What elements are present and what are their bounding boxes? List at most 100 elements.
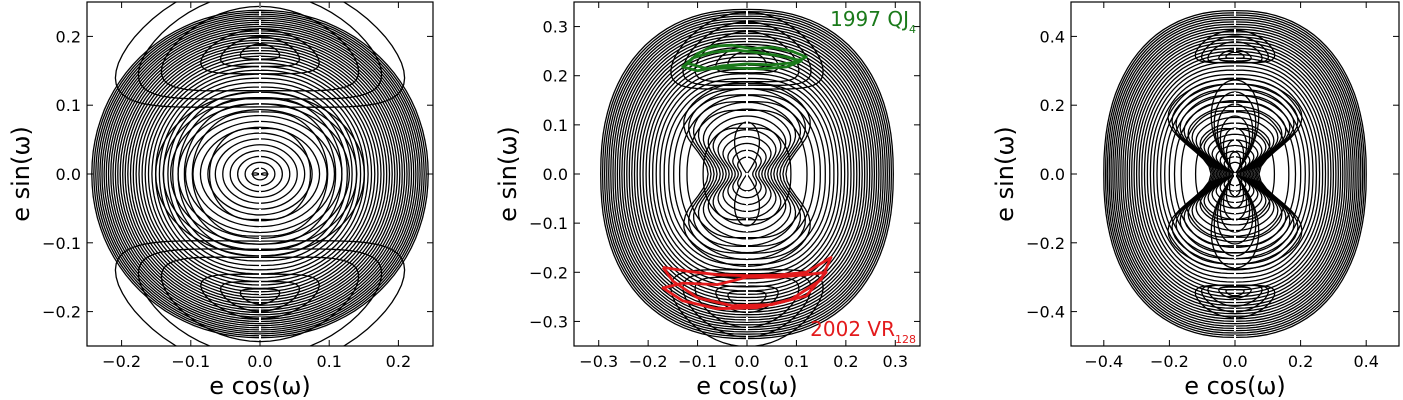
contour-separatrix (1194, 284, 1276, 319)
plot-area-left (91, 2, 429, 346)
contour-center (737, 156, 757, 192)
contour-ring (151, 69, 369, 279)
contour-ring (1110, 18, 1360, 330)
plot-area-middle (600, 2, 894, 346)
y-tick-label: −0.1 (529, 214, 568, 233)
contour-ring (1106, 14, 1364, 334)
contour-center (1199, 122, 1271, 226)
x-tick-label: 0.4 (1353, 352, 1378, 371)
contour-ring (1135, 50, 1335, 298)
contour-ring (1160, 83, 1310, 265)
y-tick-label: 0.1 (56, 96, 81, 115)
y-tick-label: 0.0 (1040, 165, 1065, 184)
x-axis-label: e cos(ω) (696, 372, 798, 400)
contour-ring (110, 28, 410, 320)
contour-separatrix (114, 240, 406, 346)
x-axis-label: e cos(ω) (1184, 372, 1286, 400)
contour-ring (141, 58, 379, 290)
contour-island (200, 28, 320, 75)
contour-separatrix (682, 21, 812, 86)
contour-separatrix (1194, 29, 1276, 64)
y-tick-label: −0.2 (1026, 234, 1065, 253)
contour-center (712, 122, 782, 226)
contour-ring (114, 32, 406, 316)
contour-ring (1152, 73, 1318, 275)
y-tick-label: −0.4 (1026, 303, 1065, 322)
contour-center-x (251, 172, 269, 176)
plot-area-right (1103, 2, 1367, 346)
contour-ring (610, 20, 884, 328)
contour-ring (1128, 41, 1342, 307)
y-tick-label: 0.2 (543, 67, 568, 86)
contour-ring (191, 111, 329, 237)
contour-ring (93, 11, 427, 337)
x-tick-label: 0.0 (734, 352, 759, 371)
contour-center (1183, 99, 1287, 249)
contour-ring (135, 52, 385, 296)
x-tick-label: −0.2 (1150, 352, 1189, 371)
contour-ring (105, 23, 415, 325)
contour-center (162, 97, 358, 251)
contour-center (207, 132, 313, 216)
x-tick-label: 0.2 (833, 352, 858, 371)
contour-separatrix (137, 248, 383, 346)
x-tick-label: −0.2 (102, 352, 141, 371)
contour-ring (614, 24, 880, 324)
contour-ring (1112, 21, 1358, 327)
contour-ring (138, 55, 382, 293)
contour-ring (1146, 65, 1324, 283)
y-tick-label: 0.4 (1040, 27, 1065, 46)
contour-ring (1168, 94, 1302, 254)
contour-ring (636, 49, 858, 299)
contour-center (683, 81, 811, 267)
contour-ring (686, 109, 808, 239)
contour-ring (97, 15, 423, 333)
y-tick-label: 0.2 (1040, 96, 1065, 115)
contour-separatrix (160, 256, 360, 343)
contour-ring (601, 10, 893, 338)
contour-ring (1114, 23, 1356, 325)
contour-center (688, 87, 806, 261)
x-tick-label: −0.3 (579, 352, 618, 371)
contour-ring (144, 62, 376, 286)
contour-ring (1108, 16, 1362, 332)
contour-ring (132, 49, 388, 299)
contour-separatrix (670, 11, 824, 90)
contour-ring (167, 86, 353, 262)
y-tick-label: 0.2 (56, 27, 81, 46)
contour-ring (1116, 26, 1354, 322)
contour-ring (652, 68, 842, 280)
contour-ring (1173, 101, 1297, 247)
contour-ring (1180, 110, 1290, 238)
contour-ring (122, 39, 398, 309)
contour-ring (95, 13, 425, 335)
contour-island (1218, 49, 1252, 62)
x-tick-label: −0.4 (1084, 352, 1123, 371)
contour-ring (1126, 39, 1344, 309)
x-tick-label: 0.2 (386, 352, 411, 371)
contour-center (692, 94, 802, 254)
contour-ring (158, 77, 362, 271)
contour-ring (112, 30, 408, 318)
contour-ring (668, 88, 826, 260)
x-tick-label: 0.1 (784, 352, 809, 371)
x-axis-label: e cos(ω) (209, 372, 311, 400)
contour-ring (626, 38, 868, 310)
contour-ring (623, 35, 871, 313)
contour-center (707, 115, 787, 233)
contour-ring (1124, 36, 1346, 312)
contour-ring (107, 25, 413, 323)
y-axis-label: e sin(ω) (494, 126, 522, 222)
x-tick-label: 0.0 (247, 352, 272, 371)
contour-ring (1104, 12, 1366, 336)
y-tick-label: 0.0 (56, 165, 81, 184)
annotation-2002-vr: 2002 VR128 (810, 317, 916, 346)
contour-ring (618, 30, 876, 318)
contour-center (1171, 83, 1299, 265)
contour-ring (1118, 28, 1352, 320)
contour-ring (103, 21, 417, 327)
x-tick-label: −0.1 (171, 352, 210, 371)
chart-panel-right: −0.4 −0.2 0.0 0.2 0.4 −0.4 −0.2 0.0 0.2 0.4 e cos(… (991, 1, 1400, 400)
contour-ring (600, 8, 894, 340)
contour-separatrix (160, 5, 360, 92)
